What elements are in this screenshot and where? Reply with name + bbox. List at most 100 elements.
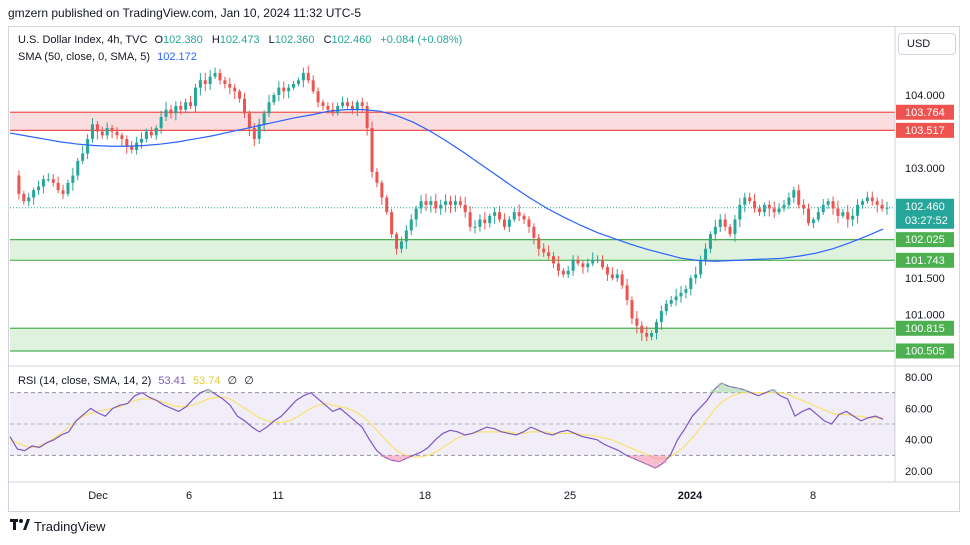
candle — [125, 135, 129, 154]
candle-body — [341, 102, 345, 106]
candle-body — [41, 179, 45, 187]
candle-body — [179, 105, 183, 110]
candle — [645, 326, 649, 342]
candle-body — [262, 113, 266, 125]
candle-body — [561, 270, 565, 275]
candle — [547, 245, 551, 260]
candle-body — [566, 270, 570, 275]
candle — [650, 330, 654, 341]
high-value: 102.473 — [219, 34, 260, 46]
time-tick-label: 8 — [810, 490, 816, 502]
candle — [581, 260, 585, 274]
price-badge-support: 100.505 — [896, 343, 954, 359]
candle — [586, 258, 590, 273]
candle-body — [76, 160, 80, 176]
candle — [277, 81, 281, 102]
candle-body — [243, 98, 247, 114]
footer-brand[interactable]: TradingView — [10, 519, 106, 534]
candle-body — [669, 300, 673, 304]
candle — [522, 213, 526, 224]
candle-body — [488, 215, 492, 224]
candle-body — [772, 208, 776, 213]
sma-line — [9, 109, 884, 262]
candle — [561, 268, 565, 278]
candle — [748, 192, 752, 204]
candle — [865, 191, 869, 204]
ohlc-values: O102.380 H102.473 L102.360 C102.460 +0.0… — [154, 34, 466, 46]
candle — [635, 310, 639, 334]
candle — [733, 215, 737, 242]
candle-body — [782, 204, 786, 209]
candle-body — [233, 87, 237, 92]
candle-body — [189, 102, 193, 106]
candle-body — [875, 201, 879, 205]
candle — [61, 184, 65, 199]
candle-body — [296, 80, 300, 84]
open-label: O — [154, 34, 164, 46]
candle-body — [257, 124, 261, 139]
price-badge-text: 101.743 — [905, 255, 945, 267]
candle-body — [218, 72, 222, 81]
open-value: 102.380 — [163, 34, 203, 46]
price-badge-bg — [896, 198, 954, 229]
price-badge-text: 100.505 — [905, 345, 945, 357]
sma-label: SMA (50, close, 0, SMA, 5) — [18, 51, 151, 63]
candle-body — [61, 190, 65, 194]
candle — [615, 269, 619, 282]
price-badge-bg — [896, 343, 954, 359]
high-label: H — [211, 34, 220, 46]
candle — [880, 199, 884, 212]
candle — [189, 95, 193, 109]
chart-frame[interactable] — [8, 26, 960, 512]
candle-body — [787, 197, 791, 205]
price-badge-bg — [896, 320, 954, 336]
candle-body — [90, 124, 94, 139]
candle — [267, 94, 271, 118]
candle-body — [802, 204, 806, 209]
candle-body — [81, 153, 85, 161]
candle — [664, 299, 668, 316]
candle-body — [860, 201, 864, 205]
candle-body — [331, 109, 335, 114]
price-tick-label: 101.500 — [905, 273, 945, 285]
candle — [66, 179, 70, 197]
candle-body — [350, 105, 354, 110]
candle-body — [115, 131, 119, 136]
candle-body — [159, 116, 163, 128]
candle-body — [517, 212, 521, 216]
candle-body — [757, 208, 761, 213]
candle — [483, 212, 487, 230]
rsi-extra-2: ∅ — [244, 375, 254, 387]
price-badge-last: 102.460 03:27:52 — [896, 198, 954, 229]
candle — [174, 101, 178, 121]
candle — [463, 196, 467, 218]
candle — [816, 207, 820, 222]
candle-body — [272, 94, 276, 103]
candle-body — [390, 212, 394, 235]
candle — [630, 296, 634, 325]
candle — [517, 204, 521, 222]
candle-body — [664, 303, 668, 312]
symbol-legend: U.S. Dollar Index, 4h, TVC O102.380 H102… — [18, 34, 470, 46]
candle-body — [267, 102, 271, 114]
candle — [851, 208, 855, 227]
price-badge-timer: 03:27:52 — [905, 215, 948, 227]
candle-body — [645, 333, 649, 337]
candle — [233, 83, 237, 100]
time-tick-label: 11 — [272, 490, 283, 502]
candle-body — [870, 197, 874, 202]
candle-body — [547, 252, 551, 257]
zones-layer — [10, 111, 895, 352]
candle — [149, 126, 153, 138]
candle-body — [375, 171, 379, 183]
candle — [478, 214, 482, 232]
candle-body — [326, 105, 330, 110]
candle — [287, 84, 291, 99]
candle-body — [208, 76, 212, 84]
currency-button[interactable]: USD — [898, 33, 956, 55]
candle-body — [51, 179, 55, 183]
candle — [512, 208, 516, 222]
candle-body — [630, 300, 634, 319]
candle — [218, 68, 222, 85]
